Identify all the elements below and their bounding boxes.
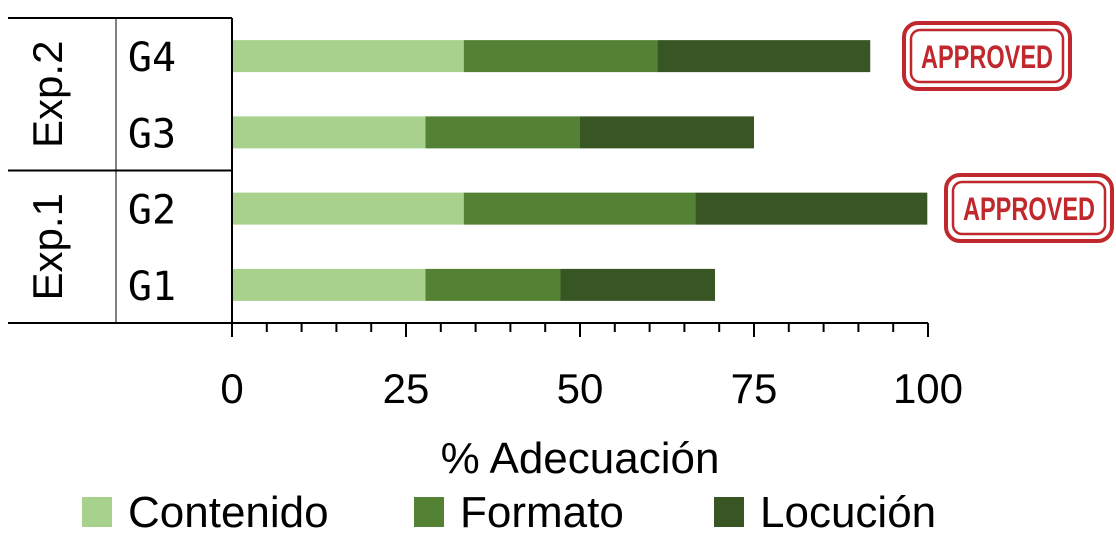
approved-stamp-g4: APPROVED bbox=[902, 21, 1072, 91]
x-tick-label-75: 75 bbox=[731, 365, 778, 412]
bar-g4-formato bbox=[463, 40, 658, 73]
x-tick-label-100: 100 bbox=[893, 365, 963, 412]
x-tick-label-25: 25 bbox=[383, 365, 430, 412]
category-label-g1: G1 bbox=[128, 264, 176, 310]
stamp-border-inner bbox=[909, 28, 1065, 84]
category-labels: G1 G2 G3 G4 bbox=[128, 35, 176, 310]
bar-g2-locución bbox=[695, 192, 928, 225]
legend: Contenido Formato Locución bbox=[82, 488, 936, 535]
bars bbox=[232, 40, 928, 301]
bar-g4-contenido bbox=[232, 40, 464, 73]
x-axis bbox=[231, 18, 929, 337]
group-label-exp2: Exp.2 bbox=[24, 41, 71, 148]
bar-g2-formato bbox=[463, 192, 696, 225]
approved-stamp-g2: APPROVED bbox=[944, 173, 1114, 243]
bar-g3-formato bbox=[425, 116, 580, 149]
category-label-g3: G3 bbox=[128, 111, 176, 157]
category-label-g4: G4 bbox=[128, 35, 176, 81]
legend-swatch-locución bbox=[714, 497, 744, 527]
x-tick-label-0: 0 bbox=[220, 365, 243, 412]
stamp-text: APPROVED bbox=[921, 39, 1053, 75]
group-labels: Exp.1 Exp.2 bbox=[24, 41, 71, 301]
legend-label-locución: Locución bbox=[760, 488, 936, 535]
bar-g1-locución bbox=[560, 268, 716, 301]
bar-g4-locución bbox=[657, 40, 871, 73]
group-label-exp1: Exp.1 bbox=[24, 193, 71, 300]
approved-stamps: APPROVED APPROVED bbox=[902, 21, 1114, 243]
bar-g1-contenido bbox=[232, 268, 426, 301]
bar-g1-formato bbox=[425, 268, 561, 301]
group-divider-lines bbox=[8, 17, 232, 324]
legend-label-formato: Formato bbox=[460, 488, 624, 535]
stamp-border-inner bbox=[951, 180, 1107, 236]
stamp-border-outer bbox=[902, 21, 1072, 91]
stamp-text: APPROVED bbox=[963, 191, 1095, 227]
bar-g2-contenido bbox=[232, 192, 464, 225]
x-axis-label: % Adecuación bbox=[441, 434, 720, 483]
bar-g3-contenido bbox=[232, 116, 426, 149]
category-label-g2: G2 bbox=[128, 188, 176, 234]
legend-swatch-formato bbox=[414, 497, 444, 527]
x-tick-labels: 0 25 50 75 100 bbox=[220, 365, 963, 412]
legend-label-contenido: Contenido bbox=[128, 488, 329, 535]
legend-swatch-contenido bbox=[82, 497, 112, 527]
bar-g3-locución bbox=[580, 116, 754, 149]
x-tick-label-50: 50 bbox=[557, 365, 604, 412]
stamp-border-outer bbox=[944, 173, 1114, 243]
